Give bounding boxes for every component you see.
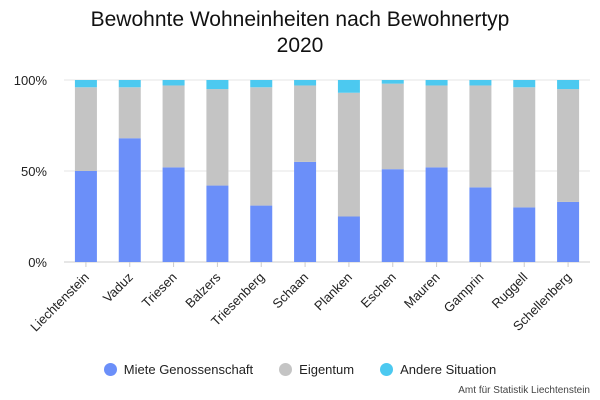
bar-segment (425, 85, 448, 168)
x-tick-label: Ruggell (489, 269, 531, 311)
legend-item-miete[interactable]: Miete Genossenschaft (103, 362, 254, 377)
chart-subtitle-year: 2020 (276, 34, 324, 57)
y-tick-label: 50% (21, 164, 47, 179)
bar-segment (206, 185, 229, 262)
bar-segment (74, 171, 97, 262)
bar-segment (469, 80, 492, 86)
x-tick-label: Eschen (358, 270, 399, 311)
bar-segment (381, 83, 404, 170)
bar-segment (337, 92, 360, 217)
bar-segment (250, 80, 273, 88)
legend-swatch-andere (380, 363, 394, 376)
bar-segment (337, 80, 360, 93)
x-tick-label: Balzers (182, 269, 224, 311)
x-tick-label: Vaduz (100, 270, 136, 306)
source-credit: Amt für Statistik Liechtenstein (458, 385, 590, 396)
bar-segment (162, 85, 185, 168)
bar-segment (162, 167, 185, 262)
x-tick-label: Schaan (269, 270, 311, 312)
legend-swatch-miete (103, 363, 117, 376)
legend-item-andere[interactable]: Andere Situation (380, 362, 496, 377)
bar-segment (118, 87, 141, 139)
bar-segment (557, 201, 580, 262)
legend-label-andere: Andere Situation (400, 362, 497, 377)
x-tick-label: Liechtenstein (27, 270, 92, 335)
bar-segment (250, 205, 273, 262)
bar-segment (294, 85, 317, 162)
bar-segment (337, 216, 360, 262)
bar-segment (74, 87, 97, 171)
chart-title: Bewohnte Wohneinheiten nach Bewohnertyp (90, 8, 510, 31)
bar-segment (162, 80, 185, 86)
bar-segment (557, 89, 580, 202)
bar-segment (425, 167, 448, 262)
legend-swatch-eigentum (279, 363, 293, 376)
bar-segment (294, 161, 317, 262)
bar-segment (469, 85, 492, 188)
bar-segment (557, 80, 580, 90)
x-tick-label: Mauren (401, 270, 443, 312)
bar-segment (206, 89, 229, 186)
bar-segment (250, 87, 273, 206)
bar-segment (513, 87, 536, 208)
legend: Miete Genossenschaft Eigentum Andere Sit… (0, 362, 600, 377)
bar-segment (513, 207, 536, 262)
y-tick-label: 100% (14, 73, 48, 88)
stacked-bar-chart: 0% 50% 100% Liechtenstein Vaduz Triesen Balzer… (14, 73, 590, 335)
bar-segment (294, 80, 317, 86)
bar-segment (118, 138, 141, 262)
bar-segment (469, 187, 492, 262)
bar-segment (206, 80, 229, 90)
x-tick-label: Planken (311, 270, 355, 314)
bar-segment (118, 80, 141, 88)
bar-segment (74, 80, 97, 88)
bar-segment (381, 80, 404, 84)
x-tick-label: Gamprin (441, 270, 487, 316)
legend-label-eigentum: Eigentum (299, 362, 355, 377)
legend-item-eigentum[interactable]: Eigentum (279, 362, 354, 377)
y-tick-label: 0% (28, 255, 47, 270)
legend-label-miete: Miete Genossenschaft (123, 362, 254, 377)
bar-segment (513, 80, 536, 88)
x-tick-label: Triesen (139, 270, 180, 311)
bar-segment (425, 80, 448, 86)
bar-segment (381, 169, 404, 262)
